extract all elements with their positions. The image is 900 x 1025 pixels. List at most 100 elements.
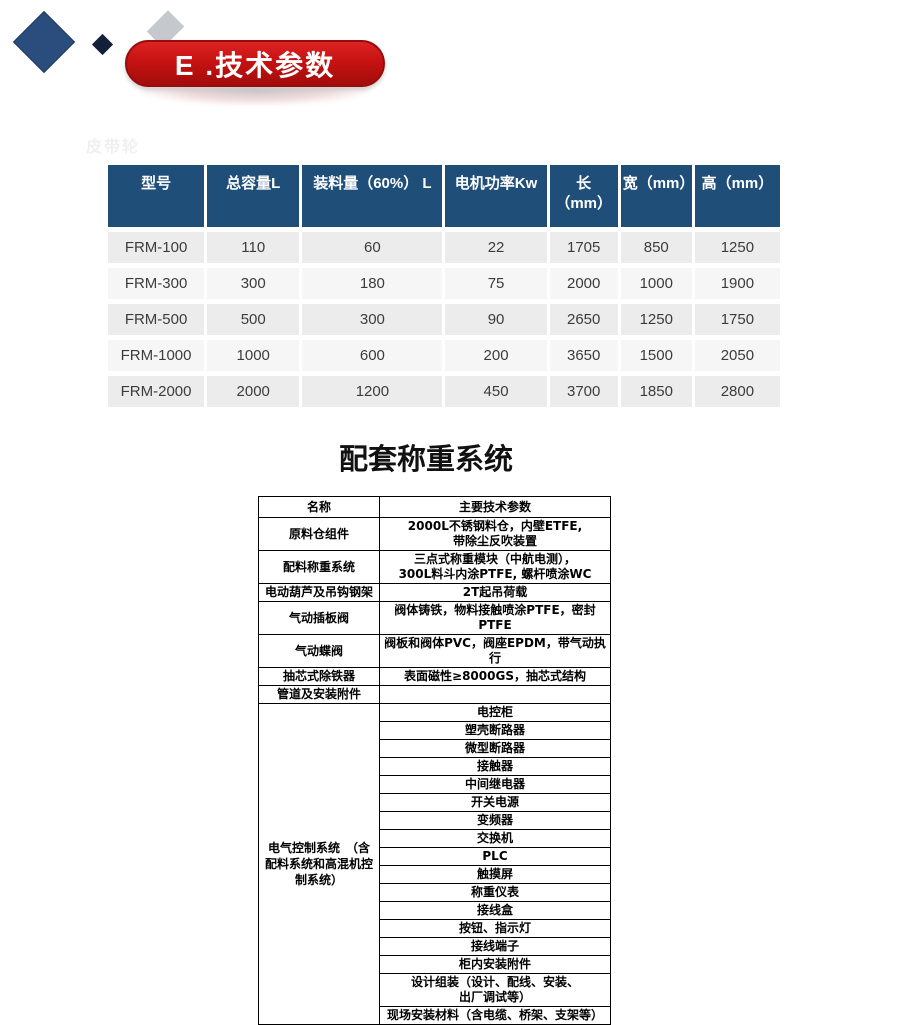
spec-value-cell: 75	[445, 268, 547, 299]
weighing-value-cell: 2T起吊荷载	[379, 583, 611, 602]
weighing-name-cell: 抽芯式除铁器	[258, 667, 380, 686]
weighing-group-row: 电气控制系统 （含 配料系统和高混机控 制系统） 电控柜	[258, 703, 611, 1025]
spec-value-cell: 600	[302, 340, 443, 371]
spec-value-cell: 450	[445, 376, 547, 407]
spec-model-cell: FRM-100	[108, 232, 205, 263]
spec-value-cell: 3700	[549, 376, 618, 407]
weighing-value-cell: 表面磁性≥8000GS，抽芯式结构	[379, 667, 611, 686]
spec-value-cell: 2800	[694, 376, 780, 407]
weighing-value-cell: 阀板和阀体PVC，阀座EPDM，带气动执行	[379, 634, 611, 668]
decor-diamond-navy	[91, 33, 114, 56]
weighing-name-cell: 气动插板阀	[258, 601, 380, 635]
weighing-col-header-params: 主要技术参数	[379, 496, 611, 518]
spec-value-cell: 1900	[694, 268, 780, 299]
weighing-group-item-cell: 接线盒	[379, 901, 611, 920]
spec-model-cell: FRM-1000	[108, 340, 205, 371]
decor-diamond-blue	[12, 10, 76, 74]
weighing-group-item-cell: 塑壳断路器	[379, 721, 611, 740]
weighing-group-item-cell: PLC	[379, 847, 611, 866]
weighing-row: 电动葫芦及吊钩钢架 2T起吊荷载	[258, 583, 611, 602]
weighing-group-item-cell: 现场安装材料（含电缆、桥架、支架等）	[379, 1006, 611, 1025]
weighing-group-row: 柜内安装附件	[259, 955, 611, 974]
spec-value-cell: 1250	[620, 304, 692, 335]
weighing-row: 管道及安装附件	[258, 685, 611, 704]
spec-value-cell: 1500	[620, 340, 692, 371]
weighing-name-cell: 气动蝶阀	[258, 634, 380, 668]
weighing-group-row: 开关电源	[259, 793, 611, 812]
spec-col-header: 装料量（60%） L	[302, 165, 443, 227]
spec-value-cell: 2050	[694, 340, 780, 371]
weighing-name-cell: 电动葫芦及吊钩钢架	[258, 583, 380, 602]
weighing-row: 气动插板阀 阀体铸铁，物料接触喷涂PTFE，密封PTFE	[258, 601, 611, 635]
weighing-value-cell: 三点式称重模块（中航电测）， 300L料斗内涂PTFE, 螺杆喷涂WC	[379, 550, 611, 584]
weighing-group-item-cell: 设计组装（设计、配线、安装、 出厂调试等）	[379, 973, 611, 1007]
spec-value-cell: 850	[620, 232, 692, 263]
weighing-value-cell: 2000L不锈钢料仓，内壁ETFE, 带除尘反吹装置	[379, 517, 611, 551]
spec-value-cell: 90	[445, 304, 547, 335]
spec-model-cell: FRM-300	[108, 268, 205, 299]
weighing-group-item-cell: 按钮、指示灯	[379, 919, 611, 938]
spec-value-cell: 1000	[620, 268, 692, 299]
spec-row: FRM-1000 1000 600 200 3650 1500 2050	[108, 340, 780, 371]
spec-col-header: 宽（mm）	[620, 165, 694, 227]
weighing-group-item-cell: 触摸屏	[379, 865, 611, 884]
spec-value-cell: 2000	[549, 268, 618, 299]
weighing-group-item-cell: 交换机	[379, 829, 611, 848]
spec-value-cell: 60	[302, 232, 443, 263]
weighing-name-cell: 原料仓组件	[258, 517, 380, 551]
spec-value-cell: 180	[302, 268, 443, 299]
spec-value-cell: 500	[207, 304, 300, 335]
banner-reflection	[140, 89, 370, 105]
weighing-row: 原料仓组件 2000L不锈钢料仓，内壁ETFE, 带除尘反吹装置	[258, 517, 611, 551]
section-badge-label: E .技术参数	[174, 49, 336, 81]
weighing-group-row: 触摸屏	[259, 865, 611, 884]
weighing-group-item-cell: 柜内安装附件	[379, 955, 611, 974]
spec-table: 型号 总容量L 装料量（60%） L 电机功率Kw 长（mm） 宽（mm） 高（mm） FR…	[105, 160, 783, 412]
weighing-name-cell: 管道及安装附件	[258, 685, 380, 704]
weighing-group-item-cell: 变频器	[379, 811, 611, 830]
weighing-group-item-cell: 中间继电器	[379, 775, 611, 794]
spec-value-cell: 22	[445, 232, 547, 263]
spec-value-cell: 1200	[302, 376, 443, 407]
spec-value-cell: 1850	[620, 376, 692, 407]
spec-col-header: 高（mm）	[694, 165, 780, 227]
weighing-row: 配料称重系统 三点式称重模块（中航电测）， 300L料斗内涂PTFE, 螺杆喷涂W…	[258, 550, 611, 584]
spec-value-cell: 1000	[207, 340, 300, 371]
spec-value-cell: 2000	[207, 376, 300, 407]
weighing-group-item-cell: 接触器	[379, 757, 611, 776]
weighing-name-cell: 配料称重系统	[258, 550, 380, 584]
spec-col-header: 型号	[108, 165, 205, 227]
spec-model-cell: FRM-2000	[108, 376, 205, 407]
spec-col-header: 电机功率Kw	[445, 165, 547, 227]
weighing-value-cell	[379, 685, 611, 704]
spec-value-cell: 2650	[549, 304, 618, 335]
spec-value-cell: 200	[445, 340, 547, 371]
spec-col-header: 总容量L	[207, 165, 300, 227]
spec-model-cell: FRM-500	[108, 304, 205, 335]
weighing-value-cell: 阀体铸铁，物料接触喷涂PTFE，密封PTFE	[379, 601, 611, 635]
spec-value-cell: 3650	[549, 340, 618, 371]
weighing-header-row: 名称 主要技术参数	[258, 496, 611, 518]
weighing-row: 抽芯式除铁器 表面磁性≥8000GS，抽芯式结构	[258, 667, 611, 686]
spec-row: FRM-500 500 300 90 2650 1250 1750	[108, 304, 780, 335]
spec-value-cell: 300	[302, 304, 443, 335]
spec-value-cell: 1705	[549, 232, 618, 263]
weighing-col-header-name: 名称	[258, 496, 380, 518]
weighing-group-item-cell: 电控柜	[379, 703, 611, 722]
weighing-group-name-cell: 电气控制系统 （含 配料系统和高混机控 制系统）	[258, 703, 380, 1025]
spec-value-cell: 1750	[694, 304, 780, 335]
section-badge: E .技术参数	[125, 40, 385, 87]
spec-row: FRM-100 110 60 22 1705 850 1250	[108, 232, 780, 263]
weighing-group-item-cell: 微型断路器	[379, 739, 611, 758]
weighing-table: 名称 主要技术参数 原料仓组件 2000L不锈钢料仓，内壁ETFE, 带除尘反吹装…	[258, 496, 611, 1025]
spec-header-row: 型号 总容量L 装料量（60%） L 电机功率Kw 长（mm） 宽（mm） 高（mm）	[108, 165, 780, 227]
weighing-group-row: 设计组装（设计、配线、安装、 出厂调试等）	[259, 973, 611, 1007]
weighing-row: 气动蝶阀 阀板和阀体PVC，阀座EPDM，带气动执行	[258, 634, 611, 668]
spec-value-cell: 110	[207, 232, 300, 263]
spec-value-cell: 1250	[694, 232, 780, 263]
weighing-group-row: 接线端子	[259, 937, 611, 956]
watermark-text: 皮带轮	[86, 139, 141, 156]
weighing-group-item-cell: 接线端子	[379, 937, 611, 956]
spec-value-cell: 300	[207, 268, 300, 299]
weighing-group-item-cell: 称重仪表	[379, 883, 611, 902]
